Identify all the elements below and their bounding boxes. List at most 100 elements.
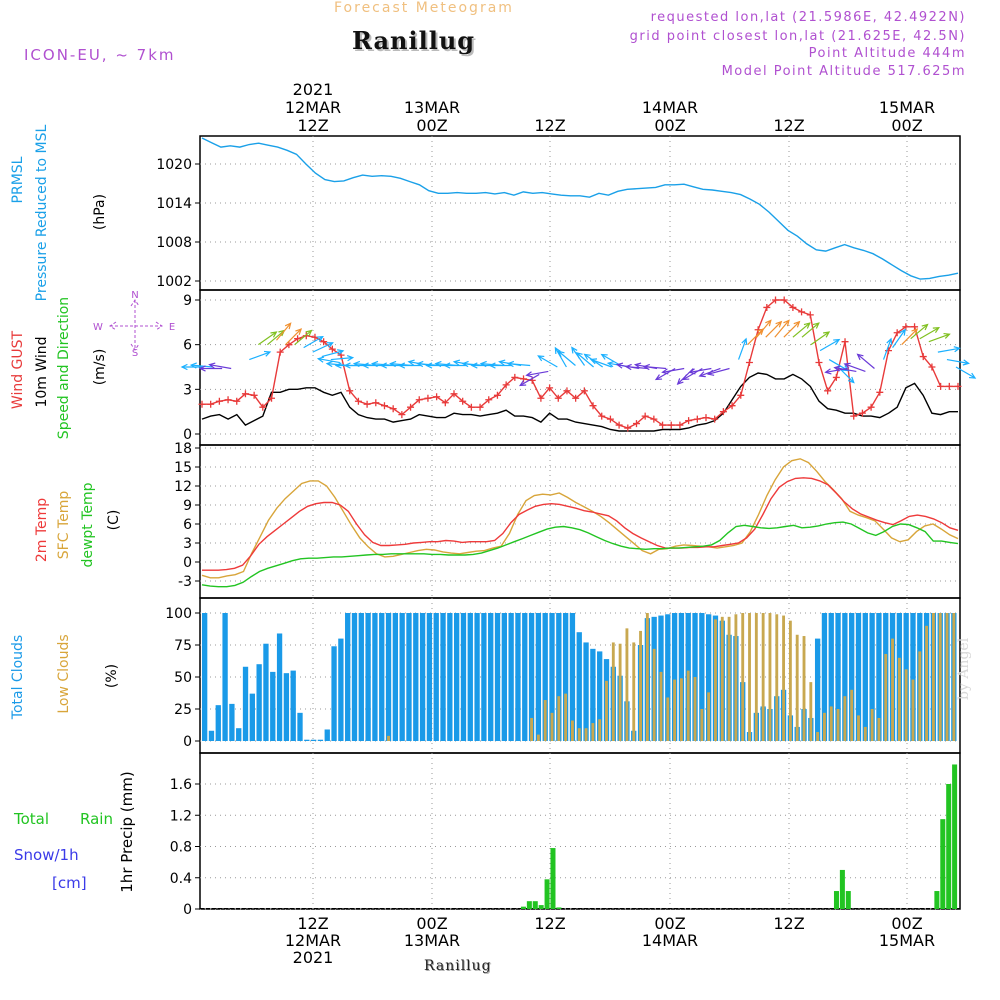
- temp-dewpt-label: dewpt Temp: [80, 482, 96, 567]
- wind-arrow-head: [932, 327, 941, 334]
- gust-marker: [572, 394, 580, 402]
- low-cloud-bar: [754, 613, 758, 741]
- wind-ytick-label: 0: [183, 427, 192, 443]
- wind-arrow-head: [812, 322, 820, 329]
- wind-arrow-head: [886, 337, 893, 345]
- wind-arrow-head: [615, 362, 624, 369]
- wind-arrow: [844, 363, 866, 373]
- wind-arrow: [756, 319, 772, 338]
- wind-arrow-head: [180, 363, 188, 371]
- total-cloud-bar: [338, 638, 344, 741]
- total-cloud-bar: [242, 666, 249, 741]
- total-cloud-bar: [678, 613, 685, 741]
- wind-arrow-head: [765, 319, 772, 327]
- total-cloud-bar: [481, 613, 487, 741]
- wind-arrow: [294, 330, 312, 346]
- low-cloud-bar: [761, 613, 765, 741]
- wind-arrow-head: [498, 359, 506, 366]
- wind-series-10m-wind: [201, 372, 958, 432]
- low-cloud-bar: [611, 642, 615, 741]
- total-cloud-bar: [365, 613, 371, 741]
- low-cloud-bar: [387, 735, 390, 741]
- wind-arrow: [892, 329, 906, 348]
- time-label-bottom: 2021: [293, 948, 334, 967]
- total-cloud-bar: [855, 613, 862, 741]
- wind-arrow: [191, 364, 214, 368]
- low-cloud-bar: [843, 696, 847, 741]
- gust-marker: [415, 396, 423, 404]
- low-cloud-bar: [768, 613, 772, 741]
- compass-n: N: [131, 290, 138, 301]
- gust-marker: [728, 402, 736, 410]
- total-cloud-bar: [454, 613, 460, 741]
- time-label-bottom: 12MAR: [285, 931, 341, 950]
- wind-arrow-head: [682, 374, 690, 381]
- gust-marker: [798, 308, 806, 316]
- total-cloud-bar: [426, 613, 433, 741]
- low-cloud-bar: [741, 613, 745, 741]
- gust-marker: [589, 402, 597, 410]
- wind-arrow-head: [284, 322, 292, 330]
- total-cloud-bar: [345, 613, 351, 741]
- total-cloud-bar: [317, 739, 324, 741]
- wind-arrow-head: [452, 359, 461, 366]
- wind-arrow-head: [352, 360, 361, 368]
- low-cloud-bar: [918, 651, 922, 741]
- low-cloud-bar: [795, 634, 799, 741]
- gridpoint-coords: grid point closest lon,lat (21.625E, 42.…: [629, 29, 966, 44]
- wind-arrow-head: [443, 362, 451, 369]
- temp-series-sfc-temp: [201, 458, 959, 579]
- gust-marker: [215, 397, 223, 405]
- total-cloud-bar: [821, 613, 828, 741]
- wind-arrow: [662, 367, 685, 373]
- temp-ytick-label: 12: [174, 479, 192, 495]
- wind-arrow-head: [554, 346, 561, 354]
- precip-bar: [934, 891, 940, 909]
- precip-bar: [833, 891, 839, 909]
- temp-ytick-label: 0: [183, 555, 192, 571]
- total-cloud-bar: [331, 646, 337, 741]
- wind-arrow-head: [833, 365, 841, 372]
- gust-marker: [441, 399, 449, 407]
- gust-marker: [763, 303, 771, 311]
- time-label-bottom: 00Z: [891, 914, 922, 933]
- low-cloud-bar: [530, 717, 534, 741]
- total-cloud-bar: [549, 613, 555, 741]
- wind-arrow: [576, 352, 594, 368]
- wind-arrow-head: [843, 362, 851, 369]
- low-cloud-bar: [857, 715, 860, 741]
- gust-marker: [389, 405, 397, 413]
- gust-marker: [867, 403, 875, 411]
- wind-arrow-head: [270, 331, 278, 338]
- low-cloud-bar: [571, 720, 574, 741]
- wind-arrow-head: [741, 337, 748, 345]
- temp-ytick-label: 15: [174, 460, 192, 476]
- wind-arrow-head: [479, 360, 487, 368]
- wind-arrow-head: [583, 353, 591, 360]
- total-cloud-bar: [208, 730, 215, 741]
- gust-marker: [354, 397, 362, 405]
- wind-arrow-head: [899, 328, 906, 336]
- gust-marker: [806, 311, 814, 319]
- total-cloud-bar: [699, 613, 705, 741]
- wind-arrow-head: [305, 329, 313, 337]
- wind-arrow-head: [470, 362, 478, 369]
- precip-frame: [199, 752, 961, 910]
- wind-arrow-head: [334, 362, 342, 369]
- total-cloud-bar: [413, 613, 419, 741]
- temp-sfc-label: SFC Temp: [56, 491, 72, 560]
- location-title: Ranillug: [352, 26, 476, 55]
- temp-ytick-label: 9: [183, 498, 192, 514]
- gust-marker: [485, 396, 493, 404]
- temp-series-2m-temp: [202, 477, 959, 571]
- total-cloud-bar: [508, 613, 514, 741]
- total-cloud-bar: [358, 613, 364, 741]
- low-cloud-bar: [584, 728, 588, 741]
- gust-marker: [294, 335, 302, 343]
- time-label-top: 12Z: [297, 116, 328, 135]
- total-cloud-bar: [488, 613, 494, 741]
- total-cloud-bar: [249, 693, 255, 741]
- gust-marker: [198, 400, 206, 408]
- wind-arrow-head: [654, 374, 663, 381]
- wind-arrow-head: [824, 368, 832, 375]
